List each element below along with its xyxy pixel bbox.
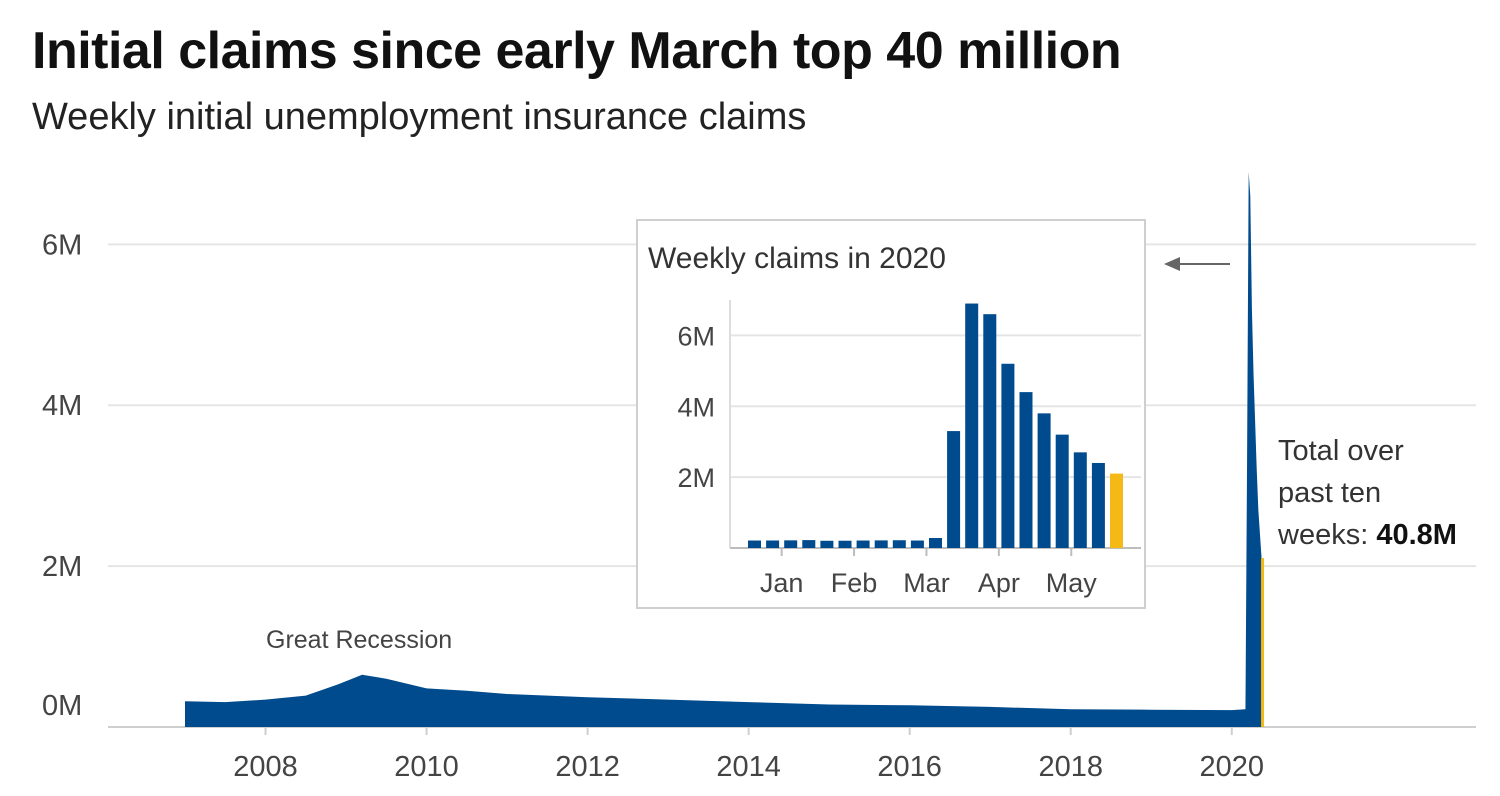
y-tick-label: 0M	[42, 690, 82, 722]
inset-bar	[1037, 413, 1051, 548]
inset-x-tick-label: Feb	[831, 568, 878, 598]
inset-bar-highlight	[1110, 473, 1123, 548]
x-tick-label: 2014	[716, 751, 781, 783]
arrow-icon	[1164, 257, 1230, 271]
y-tick-label: 4M	[42, 390, 82, 422]
inset-x-tick-label: Mar	[903, 568, 950, 598]
y-tick-label: 2M	[42, 551, 82, 583]
inset-bar	[1073, 452, 1087, 548]
chart-title: Initial claims since early March top 40 …	[32, 22, 1122, 80]
inset-y-tick-label: 4M	[677, 392, 715, 422]
inset-bar	[802, 540, 816, 548]
y-tick-label: 6M	[42, 229, 82, 261]
x-tick-label: 2010	[394, 751, 459, 783]
inset-bar	[1091, 462, 1105, 548]
inset-y-axis: 2M 4M 6M	[677, 321, 715, 493]
total-note-line3: weeks: 40.8M	[1277, 519, 1457, 551]
total-note-line1: Total over	[1278, 435, 1404, 467]
inset-x-tick-label: Jan	[760, 568, 804, 598]
x-tick-label: 2008	[233, 751, 298, 783]
x-axis: 2008 2010 2012 2014 2016 2018 2020	[233, 727, 1264, 783]
chart-subtitle: Weekly initial unemployment insurance cl…	[32, 96, 807, 138]
inset-bar	[1019, 392, 1033, 548]
inset-title: Weekly claims in 2020	[648, 242, 946, 275]
latest-week-highlight	[1261, 558, 1265, 727]
x-tick-label: 2012	[555, 751, 620, 783]
x-tick-label: 2018	[1038, 751, 1103, 783]
inset-bar	[748, 540, 761, 548]
x-tick-label: 2020	[1200, 751, 1265, 783]
inset-bar	[820, 540, 834, 548]
inset-x-tick-label: Apr	[978, 568, 1020, 598]
great-recession-label: Great Recession	[266, 626, 452, 654]
inset-bar	[892, 540, 906, 548]
inset-bar	[1001, 363, 1015, 548]
total-note-line2: past ten	[1278, 477, 1381, 509]
inset-bar	[784, 540, 798, 548]
inset-bar	[874, 540, 888, 548]
inset-y-tick-label: 6M	[677, 321, 715, 351]
inset-bar	[910, 540, 924, 548]
x-tick-label: 2016	[877, 751, 942, 783]
inset-bar	[838, 540, 852, 548]
y-axis: 0M 2M 4M 6M	[42, 229, 82, 722]
inset-bars	[748, 303, 1123, 548]
total-value: 40.8M	[1376, 519, 1457, 551]
inset-bar	[766, 540, 780, 548]
inset-bar	[929, 538, 942, 548]
inset-bar	[947, 431, 961, 548]
inset-bar	[856, 540, 870, 548]
inset-bar	[965, 303, 979, 548]
inset-panel: Weekly claims in 2020 2M 4M 6M Jan Feb Mar Ap…	[636, 219, 1146, 609]
inset-bar	[983, 314, 997, 548]
claims-area	[185, 171, 1265, 728]
inset-x-axis: Jan Feb Mar Apr May	[760, 548, 1097, 598]
inset-y-tick-label: 2M	[677, 463, 715, 493]
inset-x-tick-label: May	[1046, 568, 1098, 598]
total-note-prefix: weeks:	[1277, 519, 1376, 551]
inset-bar	[1055, 434, 1069, 548]
